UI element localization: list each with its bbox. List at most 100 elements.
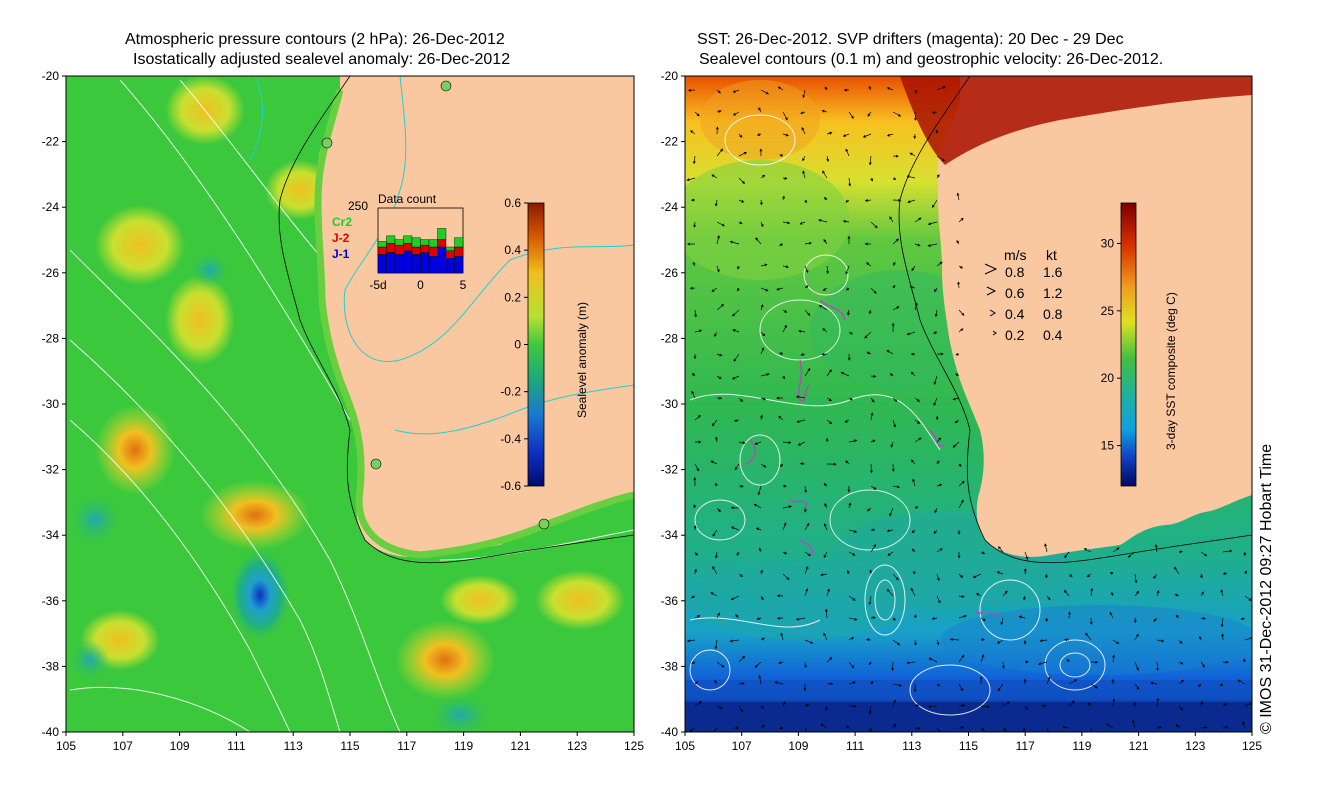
left-x-tick-label: 109 [170, 739, 190, 753]
right-x-tick-label: 123 [1185, 739, 1205, 753]
data-count-bar [420, 244, 430, 253]
left-x-tick-label: 107 [113, 739, 133, 753]
velocity-legend-kt: 1.6 [1043, 264, 1063, 280]
right-x-tick-label: 117 [1016, 739, 1035, 753]
left-x-tick-label: 119 [454, 739, 473, 753]
data-count-bar [428, 246, 438, 257]
right-y-tick-label: -24 [661, 200, 679, 214]
data-count-x-tick: 5 [460, 278, 467, 292]
left-x-tick-label: 111 [227, 739, 246, 753]
right-x-tick-label: 105 [675, 739, 695, 753]
left-y-tick-label: -24 [42, 200, 60, 214]
anomaly-colorbar-tick: 0.6 [504, 196, 521, 210]
data-count-bar [377, 246, 387, 255]
anomaly-colorbar-tick: -0.2 [500, 385, 521, 399]
left-y-tick-label: -34 [42, 528, 60, 542]
data-count-bar [454, 256, 464, 274]
right-map [685, 76, 1252, 732]
left-isobath [278, 76, 634, 564]
right-x-tick-label: 125 [1242, 739, 1262, 753]
data-count-bar [377, 254, 387, 274]
velocity-arrow-icon [986, 286, 997, 296]
velocity-legend-kt: 0.4 [1043, 327, 1063, 343]
data-count-legend-item: J-2 [332, 231, 350, 245]
velocity-legend: m/s kt 0.8 1.6 0.6 1.2 0.4 0.8 0.2 0.4 [984, 247, 1063, 343]
velocity-legend-ms: 0.8 [1005, 264, 1025, 280]
copyright-text: © IMOS 31-Dec-2012 09:27 Hobart Time [1258, 443, 1275, 734]
right-x-tick-label: 119 [1072, 739, 1091, 753]
data-count-max: 250 [348, 199, 368, 213]
right-y-tick-label: -36 [661, 594, 679, 608]
left-x-tick-label: 121 [510, 739, 530, 753]
left-y-tick-label: -28 [42, 331, 60, 345]
sealevel-contours [689, 114, 1106, 716]
sst-colorbar-tick: 25 [1101, 304, 1115, 318]
right-y-tick-label: -38 [661, 659, 679, 673]
right-title-line1: SST: 26-Dec-2012. SVP drifters (magenta)… [697, 31, 1124, 48]
data-count-bar [403, 243, 413, 251]
data-count-bar [428, 256, 438, 274]
right-y-tick-label: -20 [661, 69, 679, 83]
data-count-x-tick: 0 [417, 278, 424, 292]
anomaly-colorbar-tick: 0.4 [504, 243, 521, 257]
right-x-tick-label: 121 [1129, 739, 1149, 753]
data-count-bar [454, 237, 464, 248]
left-y-tick-label: -38 [42, 659, 60, 673]
left-y-tick-label: -36 [42, 594, 60, 608]
data-count-x-tick: -5d [369, 278, 386, 292]
left-x-tick-label: 123 [567, 739, 587, 753]
data-count-bar [411, 246, 421, 255]
data-count-bar [394, 239, 404, 246]
data-count-bar [386, 235, 396, 244]
left-y-tick-label: -32 [42, 463, 60, 477]
data-count-inset: Data count 250 Cr2 J-2 J-1 -5d 0 5 [332, 192, 467, 292]
velocity-legend-ms: 0.6 [1005, 285, 1025, 301]
data-count-bar [437, 246, 447, 274]
axis-ticks: 105 107 109 111 113 115 117 119 121 123 125 -20 -22 -… [42, 69, 1263, 753]
data-count-bar [445, 246, 455, 251]
right-x-tick-label: 115 [959, 739, 978, 753]
left-x-tick-label: 115 [340, 739, 359, 753]
velocity-arrow-icon [992, 330, 997, 336]
right-x-tick-label: 111 [846, 739, 865, 753]
sst-colorbar [1120, 202, 1137, 487]
right-x-tick-label: 113 [902, 739, 921, 753]
left-x-tick-label: 117 [397, 739, 416, 753]
data-count-bar [420, 252, 430, 274]
data-count-bar [403, 250, 413, 274]
left-x-tick-label: 125 [624, 739, 644, 753]
velocity-arrow-icon [984, 263, 998, 275]
velocity-legend-ms: 0.4 [1005, 306, 1025, 322]
anomaly-colorbar-tick: 0.2 [504, 290, 521, 304]
sealevel-anomaly-field [70, 76, 625, 732]
geostrophic-velocity-arrows [686, 85, 1252, 732]
left-land-australia [317, 76, 634, 557]
left-y-tick-label: -22 [42, 135, 60, 149]
data-count-bar [394, 244, 404, 255]
left-y-tick-label: -20 [42, 69, 60, 83]
right-y-tick-label: -28 [661, 331, 679, 345]
right-y-tick-label: -32 [661, 463, 679, 477]
right-title-line2: Sealevel contours (0.1 m) and geostrophi… [699, 51, 1164, 68]
sst-colorbar-tick: 15 [1101, 439, 1115, 453]
data-count-legend-item: J-1 [332, 247, 350, 261]
data-count-bar [445, 250, 455, 259]
right-land-australia [937, 76, 1252, 557]
velocity-legend-kt: 0.8 [1043, 306, 1063, 322]
data-count-bar [394, 254, 404, 274]
right-y-tick-label: -30 [661, 397, 679, 411]
data-count-bar [420, 239, 430, 246]
velocity-arrow-icon [989, 309, 996, 317]
sst-colorbar-tick: 30 [1101, 236, 1115, 250]
sst-colorbar-label: 3-day SST composite (deg C) [1164, 292, 1178, 450]
left-x-tick-label: 105 [56, 739, 76, 753]
anomaly-colorbar [527, 202, 545, 487]
anomaly-colorbar-tick: 0 [514, 338, 521, 352]
drifter-tracks [744, 299, 1001, 616]
velocity-legend-kt: 1.2 [1043, 285, 1063, 301]
left-shelf-band [314, 89, 634, 559]
data-count-bar [377, 241, 387, 248]
velocity-legend-kt-header: kt [1046, 247, 1057, 263]
velocity-legend-ms: 0.2 [1005, 327, 1025, 343]
